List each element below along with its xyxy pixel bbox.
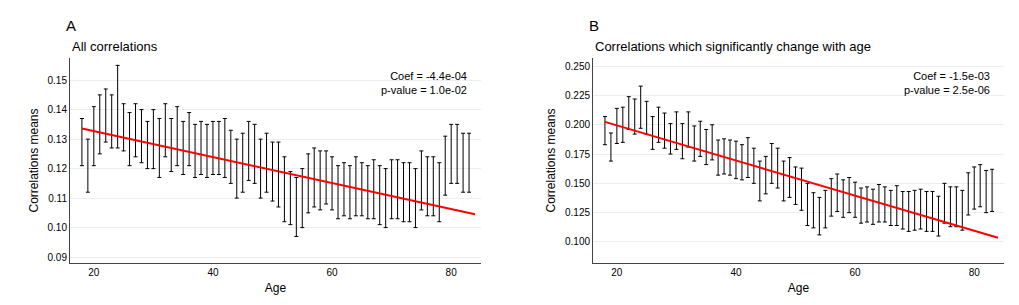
- svg-text:80: 80: [969, 267, 981, 278]
- svg-text:Correlations which significant: Correlations which significantly change …: [595, 39, 871, 54]
- svg-text:A: A: [66, 17, 76, 34]
- svg-text:Age: Age: [788, 281, 810, 295]
- svg-text:0.14: 0.14: [48, 104, 68, 115]
- svg-text:0.100: 0.100: [565, 236, 590, 247]
- svg-text:0.13: 0.13: [48, 134, 68, 145]
- svg-text:0.11: 0.11: [48, 193, 67, 204]
- svg-text:0.250: 0.250: [565, 61, 590, 72]
- svg-text:60: 60: [326, 267, 338, 278]
- svg-text:0.150: 0.150: [565, 178, 590, 189]
- svg-text:80: 80: [446, 267, 458, 278]
- svg-text:0.125: 0.125: [565, 207, 590, 218]
- svg-text:20: 20: [611, 267, 623, 278]
- svg-text:B: B: [589, 17, 599, 34]
- svg-text:All correlations: All correlations: [72, 39, 158, 54]
- svg-text:Coef = -1.5e-03p-value = 2.5e-: Coef = -1.5e-03p-value = 2.5e-06: [904, 70, 990, 96]
- svg-text:0.10: 0.10: [48, 222, 68, 233]
- svg-text:40: 40: [730, 267, 742, 278]
- svg-text:20: 20: [88, 267, 100, 278]
- svg-text:0.175: 0.175: [565, 149, 590, 160]
- svg-text:0.225: 0.225: [565, 90, 590, 101]
- svg-text:40: 40: [207, 267, 219, 278]
- svg-text:0.09: 0.09: [48, 252, 68, 263]
- svg-text:Coef = -4.4e-04p-value = 1.0e-: Coef = -4.4e-04p-value = 1.0e-02: [381, 70, 467, 96]
- svg-text:Age: Age: [265, 281, 287, 295]
- svg-text:Correlations means: Correlations means: [544, 108, 558, 212]
- svg-text:60: 60: [850, 267, 862, 278]
- svg-text:0.15: 0.15: [48, 75, 68, 86]
- svg-text:0.200: 0.200: [565, 119, 590, 130]
- svg-text:0.12: 0.12: [48, 163, 68, 174]
- svg-text:Correlations means: Correlations means: [27, 108, 41, 212]
